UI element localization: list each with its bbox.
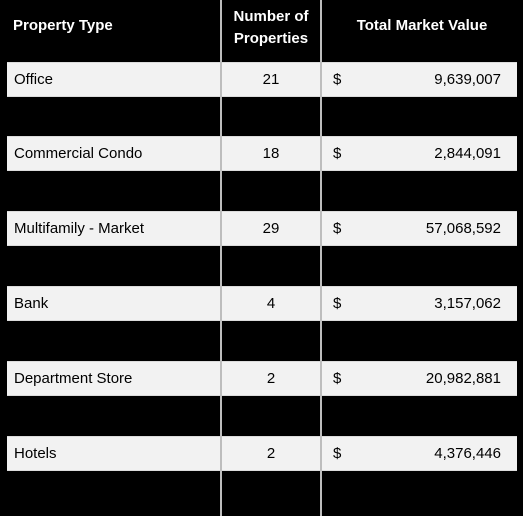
cell-dollar-sign: $ [333, 220, 342, 237]
cell-market-value: 57,068,592 [425, 220, 501, 237]
cell-dollar-sign: $ [333, 71, 342, 88]
table-row [7, 324, 517, 359]
header-count-line1: Number of [233, 8, 309, 25]
header-property-type: Property Type [13, 17, 113, 34]
table-row: Commercial Condo 18 $2,844,091 [7, 136, 517, 171]
cell-count [221, 99, 321, 134]
cell-market-value: 4,376,446 [434, 445, 501, 462]
cell-market-value: 2,844,091 [434, 145, 501, 162]
cell-property-type: Office [14, 71, 53, 88]
cell-count: 21 [262, 71, 280, 88]
table-row [7, 249, 517, 284]
cell-market-value: 3,157,062 [434, 295, 501, 312]
table-row: Department Store 2 $20,982,881 [7, 361, 517, 396]
cell-count [221, 399, 321, 434]
header-number-of-properties: Number of Properties [221, 6, 321, 50]
cell-property-type: Department Store [14, 370, 133, 387]
cell-dollar-sign: $ [333, 370, 342, 387]
table-row: Hotels 2 $4,376,446 [7, 436, 517, 471]
cell-count: 18 [262, 145, 280, 162]
cell-market-value: 9,639,007 [434, 71, 501, 88]
cell-dollar-sign: $ [333, 295, 342, 312]
cell-count: 29 [262, 220, 280, 237]
cell-count: 4 [266, 295, 276, 312]
table-row [7, 174, 517, 209]
cell-dollar-sign: $ [333, 445, 342, 462]
cell-count [221, 324, 321, 359]
cell-count: 2 [266, 445, 276, 462]
table-row: Bank 4 $3,157,062 [7, 286, 517, 321]
cell-property-type: Bank [14, 295, 49, 312]
table-row [7, 474, 517, 509]
column-divider [320, 0, 322, 516]
column-divider [220, 0, 222, 516]
cell-count [221, 249, 321, 284]
table-row: Office 21 $9,639,007 [7, 62, 517, 97]
cell-count [221, 474, 321, 509]
table-row [7, 99, 517, 134]
table-row: Multifamily - Market 29 $57,068,592 [7, 211, 517, 246]
header-total-market-value: Total Market Value [356, 17, 488, 34]
cell-property-type: Hotels [14, 445, 57, 462]
header-count-line2: Properties [233, 30, 309, 47]
cell-property-type: Multifamily - Market [14, 220, 145, 237]
cell-market-value: 20,982,881 [425, 370, 501, 387]
cell-property-type: Commercial Condo [14, 145, 143, 162]
cell-dollar-sign: $ [333, 145, 342, 162]
cell-count [221, 174, 321, 209]
cell-count: 2 [266, 370, 276, 387]
table-header: Property Type Number of Properties Total… [0, 0, 523, 61]
table-row [7, 399, 517, 434]
